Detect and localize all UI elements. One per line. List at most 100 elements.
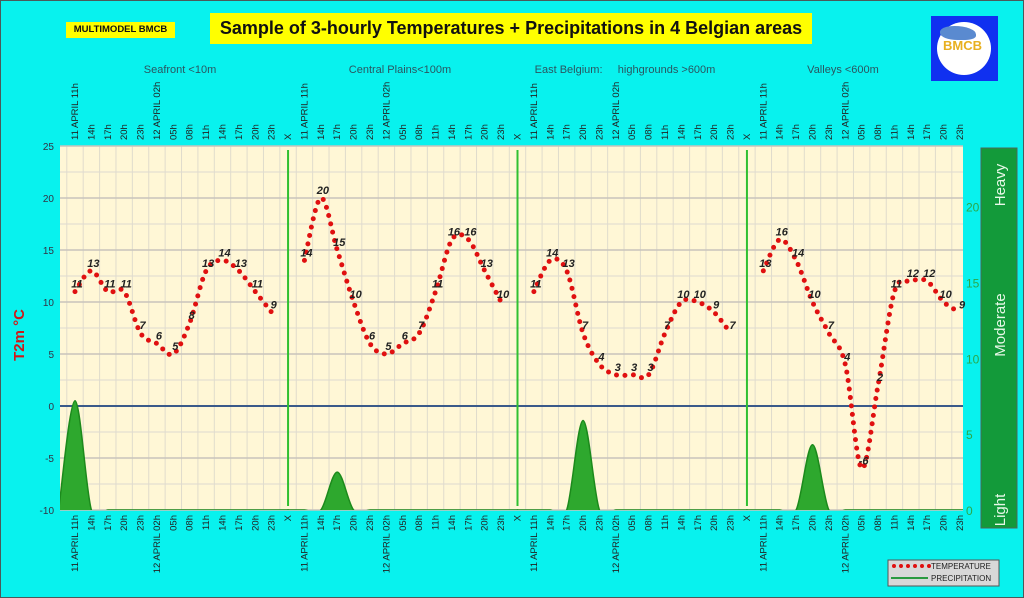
temperature-data-label: 16 bbox=[464, 227, 477, 239]
x-tick-label-top: 23h bbox=[955, 124, 966, 140]
x-tick-label-top: 11 APRIL 11h bbox=[529, 83, 540, 140]
x-tick-label-bottom: 14h bbox=[218, 515, 229, 531]
temperature-data-label: 14 bbox=[792, 247, 804, 259]
x-tick-label-bottom: 20h bbox=[349, 515, 360, 531]
brand-label: MULTIMODEL BMCB bbox=[66, 22, 175, 38]
temperature-data-label: 8 bbox=[189, 310, 196, 322]
temperature-data-label: 5 bbox=[172, 341, 179, 353]
temperature-data-label: 3 bbox=[631, 362, 637, 374]
x-tick-label-bottom: 05h bbox=[857, 515, 868, 531]
temperature-data-label: 10 bbox=[677, 289, 690, 301]
x-tick-label-top: 12 APRIL 02h bbox=[840, 82, 851, 140]
x-tick-label-bottom: X bbox=[283, 514, 294, 521]
x-tick-label-bottom: 11h bbox=[660, 515, 671, 530]
temperature-data-label: 11 bbox=[530, 279, 541, 291]
x-tick-label-bottom: 17h bbox=[791, 515, 802, 531]
temperature-data-label: 9 bbox=[271, 299, 278, 311]
x-tick-label-bottom: 20h bbox=[578, 515, 589, 531]
temperature-data-label: 4 bbox=[843, 351, 850, 363]
temperature-data-label: 12 bbox=[907, 268, 919, 280]
x-tick-label-bottom: 23h bbox=[726, 515, 737, 531]
precipitation-area bbox=[287, 471, 519, 510]
x-tick-label-bottom: 11h bbox=[431, 515, 442, 530]
precipitation-area bbox=[60, 400, 289, 510]
x-tick-label-top: 17h bbox=[693, 124, 704, 140]
temperature-data-label: 6 bbox=[156, 331, 163, 343]
x-tick-label-top: 17h bbox=[463, 124, 474, 140]
intensity-label-heavy: Heavy bbox=[992, 163, 1009, 206]
x-tick-label-bottom: 23h bbox=[594, 515, 605, 531]
temperature-data-label: 14 bbox=[546, 247, 558, 259]
x-tick-label-bottom: 05h bbox=[168, 515, 179, 531]
panel-title: East Belgium: highgrounds >600m bbox=[535, 64, 716, 76]
x-tick-label-top: X bbox=[742, 133, 753, 140]
x-tick-label-bottom: X bbox=[513, 514, 524, 521]
temperature-data-label: 11 bbox=[252, 279, 263, 291]
y2-tick-label: 5 bbox=[966, 428, 973, 442]
x-tick-label-top: 17h bbox=[103, 124, 114, 140]
x-tick-label-bottom: 17h bbox=[562, 515, 573, 531]
x-tick-label-bottom: 23h bbox=[136, 515, 147, 531]
temperature-data-label: 6 bbox=[369, 331, 376, 343]
temperature-data-label: 4 bbox=[597, 351, 604, 363]
x-tick-label-top: 08h bbox=[644, 124, 655, 140]
x-tick-label-top: 14h bbox=[86, 124, 97, 140]
intensity-label-light: Light bbox=[992, 493, 1009, 526]
x-tick-label-top: 12 APRIL 02h bbox=[611, 82, 622, 140]
x-tick-label-top: 20h bbox=[709, 124, 720, 140]
x-tick-label-bottom: 12 APRIL 02h bbox=[381, 515, 392, 573]
x-tick-label-top: 17h bbox=[562, 124, 573, 140]
x-tick-label-top: 14h bbox=[218, 124, 229, 140]
x-tick-label-top: 23h bbox=[726, 124, 737, 140]
x-tick-label-bottom: 20h bbox=[250, 515, 261, 531]
x-tick-label-top: 20h bbox=[939, 124, 950, 140]
temperature-data-label: 11 bbox=[71, 279, 82, 291]
x-tick-label-bottom: 05h bbox=[398, 515, 409, 531]
x-tick-label-bottom: 23h bbox=[365, 515, 376, 531]
x-tick-label-bottom: 11 APRIL 11h bbox=[70, 515, 81, 572]
temperature-data-label: 11 bbox=[104, 279, 115, 291]
x-tick-label-top: 20h bbox=[349, 124, 360, 140]
precipitation-area bbox=[746, 444, 963, 510]
temperature-data-label: 13 bbox=[481, 258, 493, 270]
temperature-data-label: 16 bbox=[448, 227, 461, 239]
temperature-data-label: 14 bbox=[218, 247, 230, 259]
y-tick-label: 5 bbox=[48, 350, 54, 361]
panel-title: Valleys <600m bbox=[807, 64, 879, 76]
temperature-data-label: 5 bbox=[385, 341, 392, 353]
temperature-data-label: 15 bbox=[333, 237, 346, 249]
x-tick-label-top: 11h bbox=[201, 125, 212, 140]
x-tick-label-bottom: 14h bbox=[86, 515, 97, 531]
temperature-data-label: -6 bbox=[859, 455, 870, 467]
x-tick-label-bottom: 17h bbox=[463, 515, 474, 531]
temperature-data-label: 7 bbox=[582, 320, 589, 332]
x-tick-label-bottom: 23h bbox=[496, 515, 507, 531]
temperature-data-label: 7 bbox=[139, 320, 146, 332]
temperature-data-label: 7 bbox=[664, 320, 671, 332]
temperature-data-label: 6 bbox=[402, 331, 409, 343]
x-tick-label-bottom: 08h bbox=[873, 515, 884, 531]
x-tick-label-top: 08h bbox=[873, 124, 884, 140]
x-tick-label-bottom: 20h bbox=[119, 515, 130, 531]
temperature-data-label: 2 bbox=[876, 372, 883, 384]
precip-intensity-bar bbox=[980, 147, 1018, 529]
panel-title: Central Plains<100m bbox=[349, 64, 451, 76]
panel-title: Seafront <10m bbox=[144, 64, 216, 76]
x-tick-label-bottom: 11 APRIL 11h bbox=[529, 515, 540, 572]
x-tick-label-bottom: 20h bbox=[480, 515, 491, 531]
x-tick-label-bottom: 14h bbox=[775, 515, 786, 531]
y-tick-label: 10 bbox=[43, 298, 55, 309]
y-tick-label: -10 bbox=[40, 506, 55, 517]
temperature-data-label: 16 bbox=[776, 227, 789, 239]
x-tick-label-bottom: 17h bbox=[332, 515, 343, 531]
x-tick-label-top: 17h bbox=[332, 124, 343, 140]
x-tick-label-top: 11 APRIL 11h bbox=[758, 83, 769, 140]
temperature-data-label: 10 bbox=[349, 289, 362, 301]
x-tick-label-top: 05h bbox=[857, 124, 868, 140]
x-tick-label-bottom: 12 APRIL 02h bbox=[840, 515, 851, 573]
x-tick-label-top: 11 APRIL 11h bbox=[70, 83, 81, 140]
legend-temperature-label: TEMPERATURE bbox=[931, 562, 991, 571]
x-tick-label-bottom: 11h bbox=[201, 515, 212, 530]
top-category-labels: 11 APRIL 11h 14h 17h 20h 23h 12 APRIL 02h 05h 0… bbox=[70, 82, 966, 140]
